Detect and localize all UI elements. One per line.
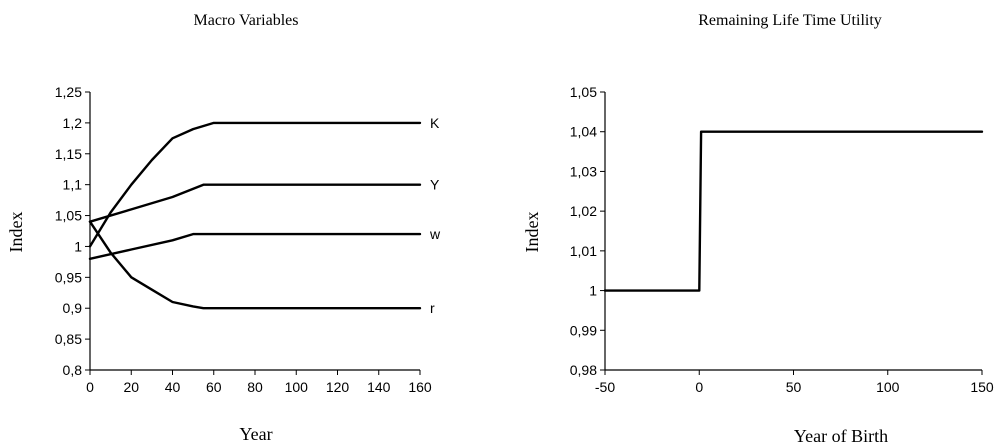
series-line xyxy=(603,130,984,292)
x-tick-label: 0 xyxy=(695,379,703,395)
x-tick-label: 20 xyxy=(123,379,139,395)
x-tick-label: 50 xyxy=(786,379,802,395)
x-axis-label: Year of Birth xyxy=(794,426,888,446)
x-tick-label: 100 xyxy=(285,379,309,395)
y-tick-label: 1 xyxy=(589,283,597,299)
chart-title: Remaining Life Time Utility xyxy=(698,12,882,29)
axes: 0,8 0,85 0,9 0,95 1 1,05 1,1 1,15 1,2 1,25 0 20 40 60… xyxy=(55,84,432,395)
x-tick-label: 60 xyxy=(206,379,222,395)
series-group xyxy=(603,130,984,292)
x-tick-label: -50 xyxy=(595,379,615,395)
y-tick-label: 0,9 xyxy=(63,300,83,316)
y-tick-label: 1,05 xyxy=(55,208,82,224)
x-tick-label: 40 xyxy=(165,379,181,395)
y-tick-label: 0,95 xyxy=(55,269,82,285)
series-line-k xyxy=(88,121,422,248)
x-tick-label: 150 xyxy=(970,379,994,395)
x-tick-label: 140 xyxy=(367,379,391,395)
series-label-w: w xyxy=(429,226,441,242)
macro-variables-chart: Macro Variables Index Year 0,8 0,85 0,9 0,9… xyxy=(6,12,441,444)
series-line-y xyxy=(88,183,422,223)
x-tick-label: 0 xyxy=(86,379,94,395)
y-tick-label: 0,85 xyxy=(55,331,82,347)
y-axis-label: Index xyxy=(6,212,26,253)
y-tick-label: 0,99 xyxy=(570,322,597,338)
x-tick-label: 120 xyxy=(326,379,350,395)
series-line-w xyxy=(88,232,422,260)
series-label-k: K xyxy=(430,115,440,131)
x-tick-label: 80 xyxy=(247,379,263,395)
y-tick-label: 1,02 xyxy=(570,203,597,219)
y-tick-label: 1,25 xyxy=(55,84,82,100)
y-tick-label: 1,15 xyxy=(55,146,82,162)
y-tick-label: 0,8 xyxy=(63,362,83,378)
y-tick-label: 1,05 xyxy=(570,84,597,100)
series-group: K Yw r xyxy=(88,115,441,316)
series-label-y: Y xyxy=(430,177,440,193)
y-tick-label: 1,04 xyxy=(570,124,597,140)
axes: 0,98 0,99 1 1,01 1,02 1,03 1,04 1,05 -50 0 50 100 15… xyxy=(570,84,994,395)
y-tick-label: 1 xyxy=(74,238,82,254)
y-tick-label: 1,2 xyxy=(63,115,83,131)
chart-title: Macro Variables xyxy=(194,12,299,29)
series-line-r xyxy=(88,220,422,310)
x-tick-label: 160 xyxy=(408,379,432,395)
y-tick-label: 1,01 xyxy=(570,243,597,259)
x-axis-label: Year xyxy=(239,424,272,444)
y-tick-label: 1,03 xyxy=(570,163,597,179)
x-tick-label: 100 xyxy=(876,379,900,395)
y-tick-label: 1,1 xyxy=(63,177,83,193)
y-tick-label: 0,98 xyxy=(570,362,597,378)
y-axis-label: Index xyxy=(522,212,542,253)
remaining-life-time-utility-chart: Remaining Life Time Utility Index Year o… xyxy=(522,12,994,446)
series-label-r: r xyxy=(430,300,435,316)
